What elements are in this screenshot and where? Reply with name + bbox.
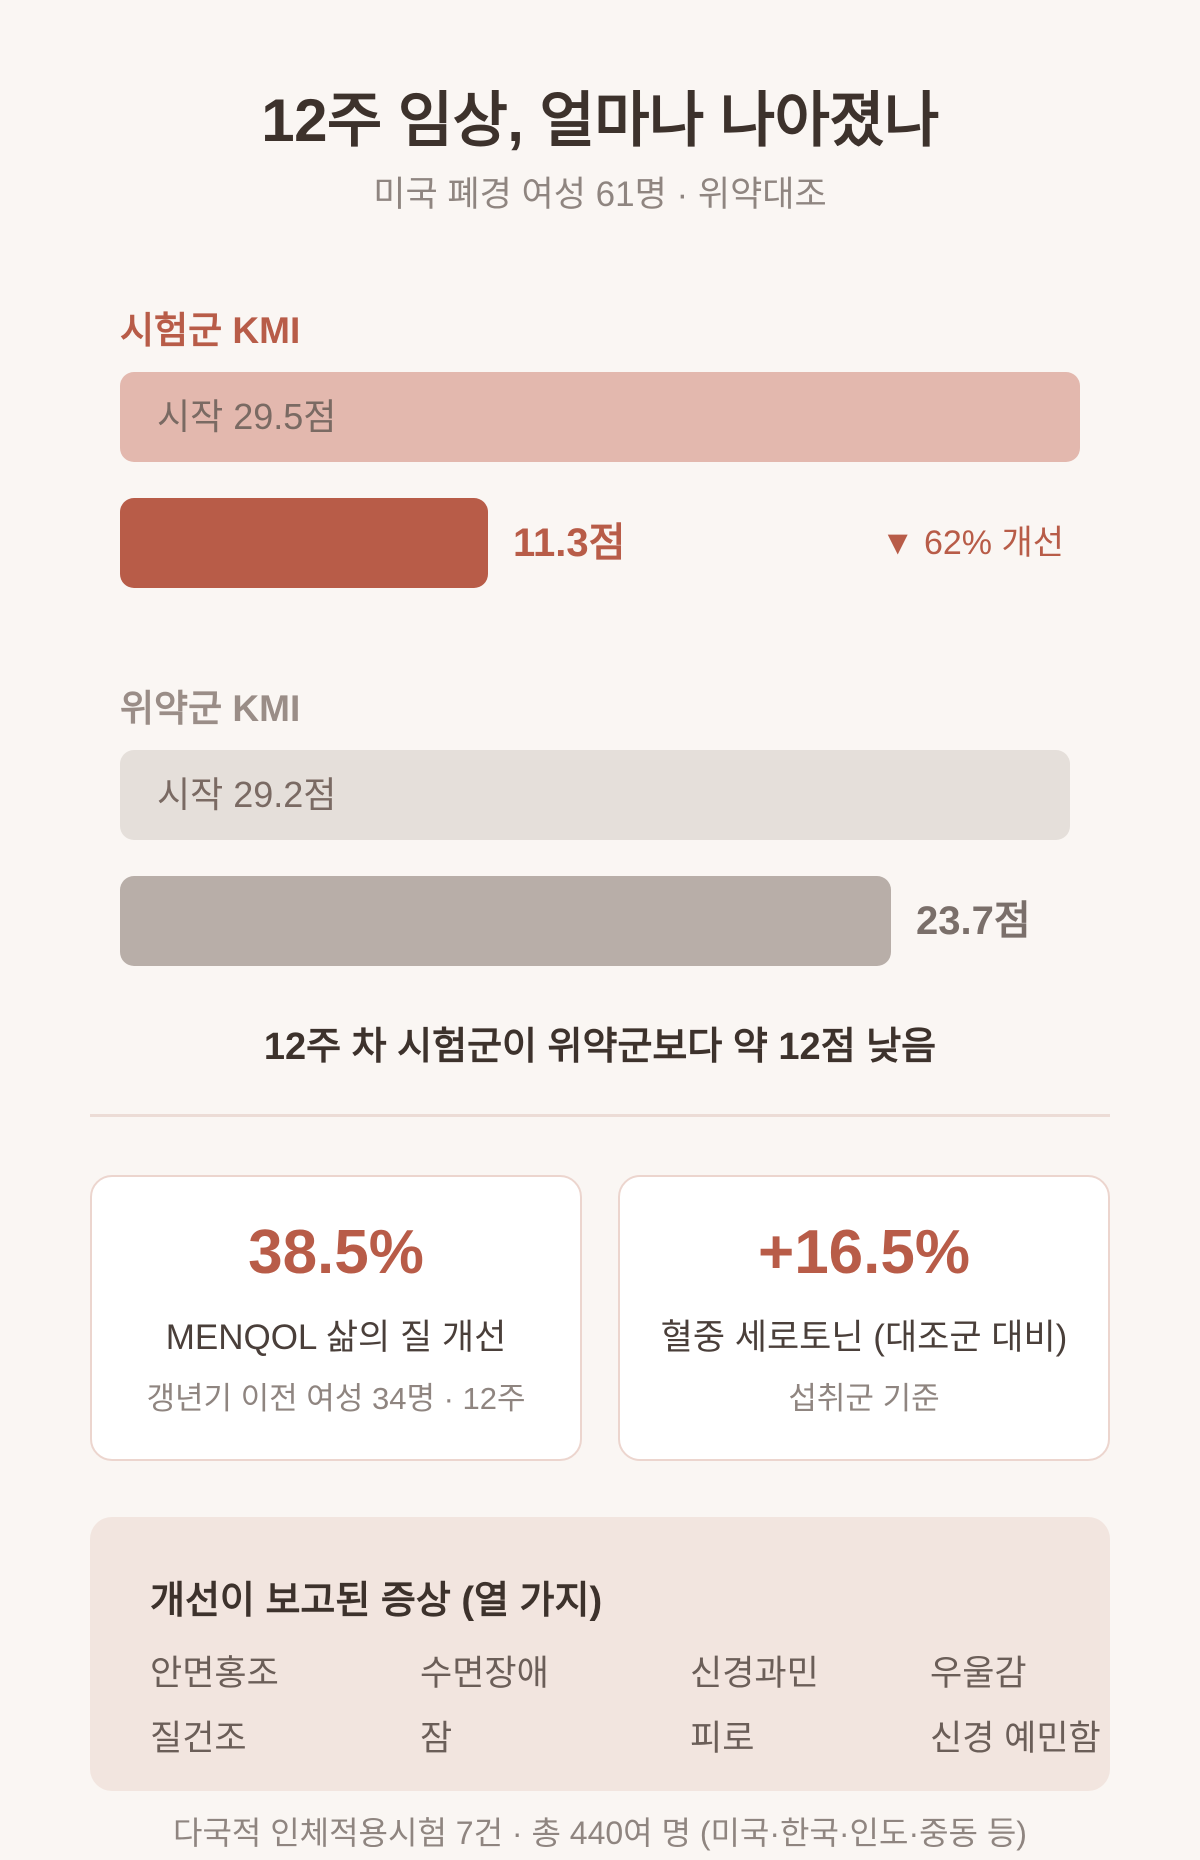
stat-label: 혈중 세로토닌 (대조군 대비) <box>660 1318 1068 1357</box>
start-bar <box>120 750 1070 840</box>
symptom-item: 피로 <box>690 1719 755 1758</box>
stat-note: 갱년기 이전 여성 34명 · 12주 <box>146 1381 526 1416</box>
start-bar-label: 시작 29.5점 <box>157 396 337 437</box>
page-subtitle: 미국 폐경 여성 61명 · 위약대조 <box>373 175 827 214</box>
symptom-item: 신경과민 <box>690 1654 819 1693</box>
end-bar <box>120 498 488 588</box>
section-divider <box>90 1114 1110 1117</box>
symptom-item: 안면홍조 <box>150 1654 279 1693</box>
footer-note: 다국적 인체적용시험 7건 · 총 440여 명 (미국·한국·인도·중동 등) <box>173 1815 1027 1851</box>
stat-value: 38.5% <box>248 1218 424 1287</box>
improvement-label: ▼ 62% 개선 <box>880 524 1064 562</box>
stat-note: 섭취군 기준 <box>788 1381 940 1416</box>
end-value-label: 23.7점 <box>916 899 1031 943</box>
symptoms-panel: 개선이 보고된 증상 (열 가지) 안면홍조 수면장애 신경과민 우울감 질건조… <box>90 1517 1110 1791</box>
comparison-note: 12주 차 시험군이 위약군보다 약 12점 낮음 <box>263 1026 937 1068</box>
symptom-item: 신경 예민함 <box>930 1719 1101 1758</box>
end-bar <box>120 876 891 966</box>
symptom-item: 수면장애 <box>420 1654 549 1693</box>
stat-value: +16.5% <box>757 1218 970 1287</box>
symptom-item: 질건조 <box>150 1719 247 1758</box>
start-bar-label: 시작 29.2점 <box>157 774 337 815</box>
symptom-item: 잠 <box>420 1719 453 1758</box>
stat-label: MENQOL 삶의 질 개선 <box>165 1318 507 1357</box>
page-title: 12주 임상, 얼마나 나아졌나 <box>261 87 939 154</box>
start-bar <box>120 372 1080 462</box>
symptom-item: 우울감 <box>930 1654 1027 1693</box>
group-label: 위약군 KMI <box>120 688 301 729</box>
stat-card-menqol: 38.5% MENQOL 삶의 질 개선 갱년기 이전 여성 34명 · 12주 <box>90 1175 582 1461</box>
group-label: 시험군 KMI <box>120 310 301 351</box>
end-value-label: 11.3점 <box>513 521 626 565</box>
symptoms-title: 개선이 보고된 증상 (열 가지) <box>150 1580 603 1622</box>
stat-card-serotonin: +16.5% 혈중 세로토닌 (대조군 대비) 섭취군 기준 <box>618 1175 1110 1461</box>
